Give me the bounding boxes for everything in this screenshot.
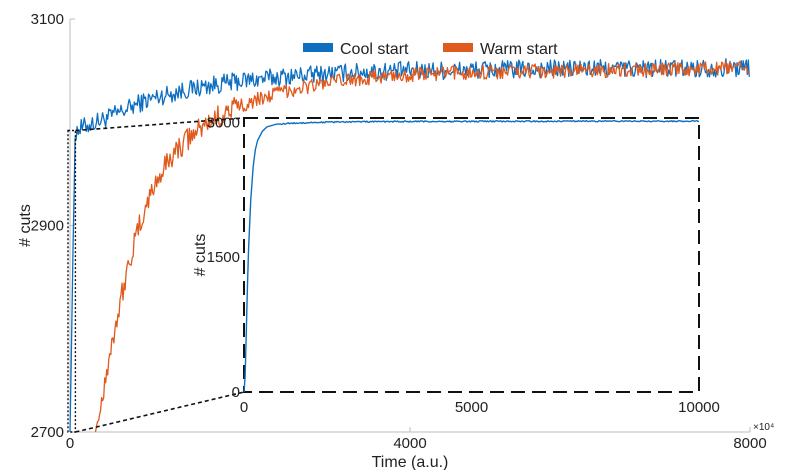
main-x-tick-label: 8000 bbox=[733, 435, 766, 452]
main-y-tick-label: 2700 bbox=[31, 424, 64, 441]
inset-y-tick-label: 0 bbox=[232, 384, 240, 401]
main-x-exponent-label: ×10⁴ bbox=[753, 422, 774, 433]
inset-x-tick-label: 10000 bbox=[678, 399, 720, 416]
inset-y-tick-label: 1500 bbox=[207, 249, 240, 266]
zoom-connector-lines bbox=[67, 117, 245, 433]
inset-x-tick-label: 5000 bbox=[455, 399, 488, 416]
inset-y-tick-label: 3000 bbox=[207, 114, 240, 131]
main-y-tick-label: 2900 bbox=[31, 218, 64, 235]
main-x-axis-title: Time (a.u.) bbox=[372, 454, 449, 470]
inset-series-line-cool-start bbox=[243, 119, 700, 393]
inset-y-axis-title: # cuts bbox=[192, 234, 209, 277]
legend-label-warm-start: Warm start bbox=[480, 41, 558, 58]
legend: Cool start Warm start bbox=[303, 41, 558, 58]
main-y-axis-title: # cuts bbox=[17, 204, 34, 247]
legend-label-cool-start: Cool start bbox=[340, 41, 409, 58]
inset-frame bbox=[243, 117, 700, 393]
zoom-region-box bbox=[67, 129, 77, 433]
main-x-tick-label: 4000 bbox=[393, 435, 426, 452]
inset-x-tick-label: 0 bbox=[240, 399, 248, 416]
zoom-connector-top bbox=[75, 117, 245, 132]
legend-swatch-warm-start bbox=[443, 43, 473, 52]
main-x-tick-label: 0 bbox=[66, 435, 74, 452]
series-line-warm-start bbox=[94, 61, 750, 433]
zoom-connector-bottom bbox=[75, 391, 245, 433]
series-line-cool-start bbox=[69, 58, 750, 433]
inset-plot-area: 0 1500 3000 0 5000 10000 # cuts bbox=[192, 114, 720, 416]
legend-swatch-cool-start bbox=[303, 43, 333, 52]
main-plot-area: 2700 2900 3100 0 4000 8000 ×10⁴ Time (a.u.) # cu… bbox=[17, 11, 774, 470]
main-y-tick-label: 3100 bbox=[31, 11, 64, 28]
